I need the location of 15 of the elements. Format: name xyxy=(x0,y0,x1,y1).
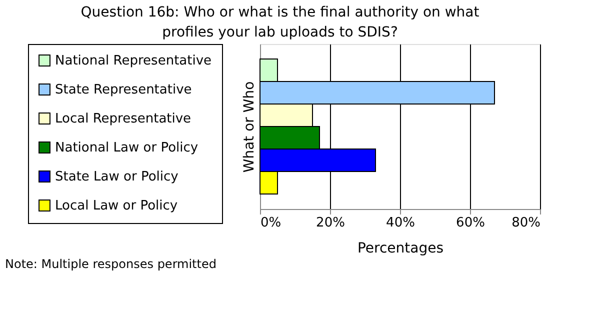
x-tick-label: 20% xyxy=(316,216,345,230)
legend-label: Local Representative xyxy=(55,112,192,126)
x-tick-label: 40% xyxy=(386,216,415,230)
chart-title: Question 16b: Who or what is the final authority on what profiles your lab uploads to SDIS? xyxy=(80,4,480,40)
text: Note: Multiple responses permitted xyxy=(5,257,216,271)
x-tick-label: 0% xyxy=(260,216,282,230)
legend-label: State Representative xyxy=(55,82,192,98)
x-tick-label: 60% xyxy=(456,216,485,230)
legend-label: Local Law or Policy xyxy=(55,198,178,214)
legend-label: National Law or Policy xyxy=(55,140,198,156)
x-axis-title: Percentages xyxy=(357,240,444,256)
y-axis-title: What or Who xyxy=(242,81,258,173)
legend-label: National Representative xyxy=(55,54,212,68)
x-tick-label: 80% xyxy=(512,216,540,230)
legend-label: State Law or Policy xyxy=(55,170,179,184)
